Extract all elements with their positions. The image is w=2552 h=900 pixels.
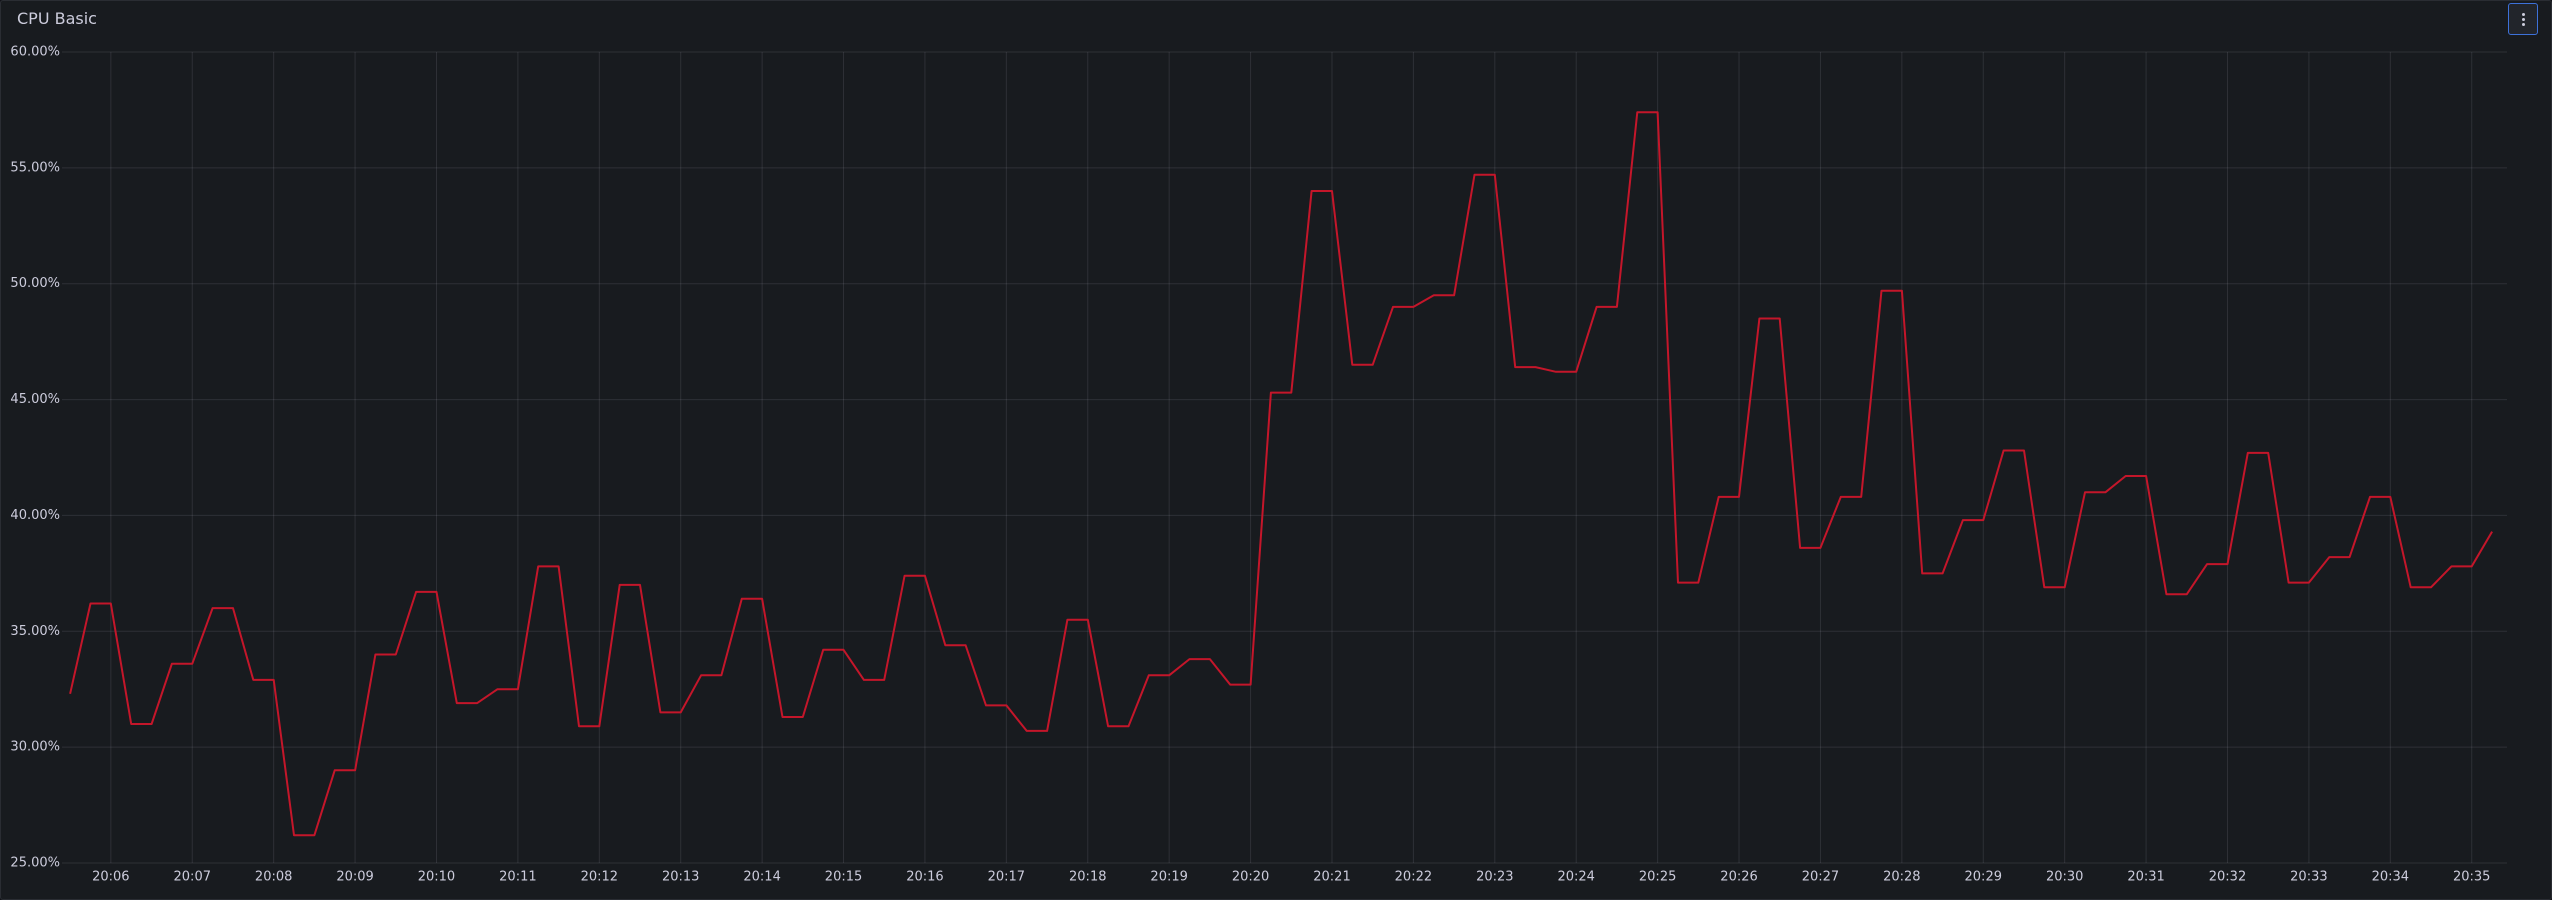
x-tick-label: 20:34 <box>2372 870 2409 885</box>
x-tick-label: 20:12 <box>581 870 618 885</box>
x-tick-label: 20:09 <box>336 870 373 885</box>
x-tick-label: 20:25 <box>1639 870 1676 885</box>
x-tick-label: 20:18 <box>1069 870 1106 885</box>
x-tick-label: 20:35 <box>2453 870 2490 885</box>
x-tick-label: 20:16 <box>906 870 943 885</box>
x-tick-label: 20:27 <box>1802 870 1839 885</box>
x-tick-label: 20:17 <box>988 870 1025 885</box>
x-tick-label: 20:06 <box>92 870 129 885</box>
x-tick-label: 20:32 <box>2209 870 2246 885</box>
x-tick-label: 20:21 <box>1313 870 1350 885</box>
x-tick-label: 20:11 <box>499 870 536 885</box>
x-tick-label: 20:19 <box>1150 870 1187 885</box>
x-tick-label: 20:23 <box>1476 870 1513 885</box>
x-tick-label: 20:24 <box>1557 870 1594 885</box>
x-tick-label: 20:31 <box>2127 870 2164 885</box>
x-tick-label: 20:08 <box>255 870 292 885</box>
panel-title: CPU Basic <box>17 9 97 28</box>
x-tick-label: 20:13 <box>662 870 699 885</box>
x-tick-label: 20:22 <box>1395 870 1432 885</box>
x-tick-label: 20:26 <box>1720 870 1757 885</box>
x-tick-label: 20:07 <box>174 870 211 885</box>
x-tick-label: 20:10 <box>418 870 455 885</box>
x-tick-label: 20:29 <box>1965 870 2002 885</box>
y-tick-label: 35.00% <box>10 624 60 639</box>
y-tick-label: 60.00% <box>10 45 60 60</box>
x-tick-label: 20:28 <box>1883 870 1920 885</box>
y-tick-label: 45.00% <box>10 392 60 407</box>
y-tick-label: 40.00% <box>10 508 60 523</box>
y-tick-label: 55.00% <box>10 160 60 175</box>
x-tick-label: 20:30 <box>2046 870 2083 885</box>
x-tick-label: 20:15 <box>825 870 862 885</box>
panel-menu-button[interactable] <box>2508 3 2538 35</box>
x-tick-label: 20:20 <box>1232 870 1269 885</box>
x-tick-label: 20:14 <box>743 870 780 885</box>
series-line <box>69 111 2493 837</box>
y-tick-label: 30.00% <box>10 740 60 755</box>
x-tick-label: 20:33 <box>2290 870 2327 885</box>
y-tick-label: 50.00% <box>10 276 60 291</box>
y-tick-label: 25.00% <box>10 856 60 871</box>
